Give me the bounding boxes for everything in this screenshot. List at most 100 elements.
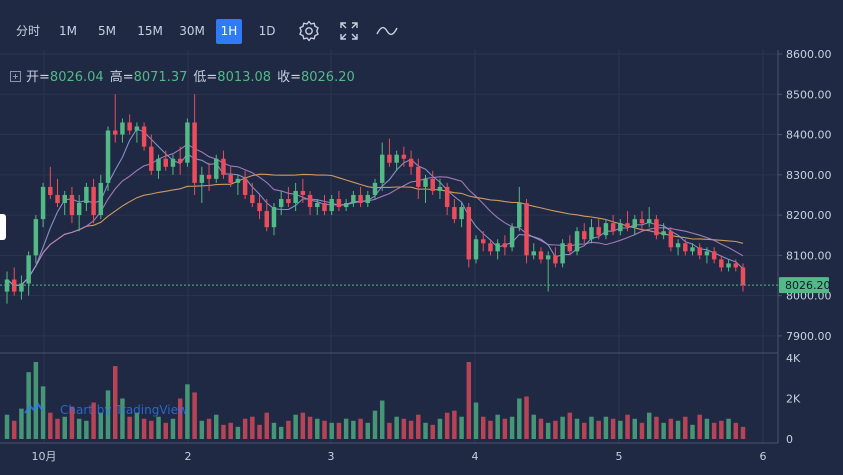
volume-bar xyxy=(567,412,573,439)
volume-bar xyxy=(120,398,125,439)
candle-body xyxy=(509,227,515,248)
candle-body xyxy=(365,194,371,204)
time-tick-label: 4 xyxy=(472,450,479,463)
volume-bar xyxy=(618,420,623,439)
volume-bar xyxy=(553,420,558,439)
candle-body xyxy=(545,255,551,260)
candle-body xyxy=(473,239,479,260)
volume-bar xyxy=(257,424,262,439)
interval-15m-button[interactable]: 15M xyxy=(137,24,163,38)
price-tick-label: 8100.00 xyxy=(786,249,832,262)
volume-bar xyxy=(300,412,306,439)
volume-bar xyxy=(437,418,443,439)
candle-body xyxy=(163,158,168,167)
candle-body xyxy=(726,263,731,268)
candle-body xyxy=(668,231,674,248)
open-label: 开 xyxy=(26,70,40,85)
volume-bar xyxy=(91,402,96,439)
candle-body xyxy=(26,255,31,284)
candle-body xyxy=(329,198,334,212)
candle-body xyxy=(271,207,277,228)
candle-body xyxy=(141,126,147,147)
volume-bar xyxy=(278,426,284,439)
candle-body xyxy=(300,190,306,195)
volume-bar xyxy=(423,422,428,439)
candle-body xyxy=(264,211,270,228)
candle-body xyxy=(661,231,666,236)
volume-bar xyxy=(603,416,609,439)
candle-body xyxy=(690,247,695,252)
volume-bar xyxy=(394,416,399,439)
interval-1m-button[interactable]: 1M xyxy=(59,24,77,38)
candle-body xyxy=(394,154,399,163)
candle-body xyxy=(401,154,407,159)
candle-body xyxy=(379,154,385,183)
candle-body xyxy=(84,186,89,204)
candle-body xyxy=(603,223,609,236)
volume-bar xyxy=(538,418,544,439)
candle-body xyxy=(343,203,349,208)
ma-short-line xyxy=(6,128,744,287)
time-tick-label: 3 xyxy=(328,450,335,463)
candle-body xyxy=(33,219,39,256)
fullscreen-icon[interactable] xyxy=(337,19,361,43)
candle-body xyxy=(149,146,154,171)
volume-bar xyxy=(351,420,356,439)
gear-icon[interactable] xyxy=(297,19,321,43)
volume-bar xyxy=(286,420,291,439)
volume-bar xyxy=(105,390,111,439)
volume-bar xyxy=(40,386,46,439)
time-tick-label: 6 xyxy=(760,450,767,463)
candle-body xyxy=(430,178,435,191)
price-tick-label: 8600.00 xyxy=(786,48,832,61)
interval-30m-button[interactable]: 30M xyxy=(179,24,205,38)
ohlc-legend: 开=8026.04 高=8071.37 低=8013.08 收=8026.20 xyxy=(10,66,361,85)
candle-body xyxy=(55,194,60,204)
interval-5m-button[interactable]: 5M xyxy=(98,24,116,38)
candle-body xyxy=(683,243,688,252)
candle-body xyxy=(553,255,558,264)
candle-body xyxy=(315,203,320,208)
candle-body xyxy=(372,182,378,195)
volume-bar xyxy=(596,420,601,439)
interval-1h-button[interactable]: 1H xyxy=(216,19,242,44)
volume-bar xyxy=(69,406,75,439)
volume-bar xyxy=(495,414,500,439)
volume-tick-label: 0 xyxy=(786,433,793,446)
volume-bar xyxy=(531,414,536,439)
candle-body xyxy=(286,198,291,204)
low-label: 低 xyxy=(193,70,207,85)
candle-body xyxy=(4,279,10,292)
high-label: 高 xyxy=(109,70,123,85)
volume-bar xyxy=(322,420,327,439)
chart-toolbar: 分时 1M 5M 15M 30M 1H 1D xyxy=(0,0,843,58)
candle-body xyxy=(560,243,565,264)
candle-body xyxy=(740,267,746,286)
volume-bar xyxy=(704,418,710,439)
indicator-wave-icon[interactable] xyxy=(375,19,399,43)
volume-bar xyxy=(654,416,659,439)
price-tick-label: 8200.00 xyxy=(786,209,832,222)
candle-body xyxy=(719,259,724,268)
volume-bar xyxy=(683,416,688,439)
interval-fenshi-button[interactable]: 分时 xyxy=(15,24,40,38)
legend-toggle-icon[interactable] xyxy=(10,71,21,82)
volume-bar xyxy=(733,422,739,439)
candle-body xyxy=(488,243,493,252)
volume-bar xyxy=(668,418,674,439)
volume-bar xyxy=(726,418,731,439)
candle-body xyxy=(134,126,140,131)
price-tick-label: 8400.00 xyxy=(786,129,832,142)
volume-bar xyxy=(11,420,17,439)
tradingview-watermark[interactable]: Chart by TradingView xyxy=(60,403,188,417)
volume-bar xyxy=(430,424,435,439)
candle-body xyxy=(459,207,464,220)
volume-bar xyxy=(697,414,702,439)
candle-body xyxy=(639,219,645,224)
interval-1d-button[interactable]: 1D xyxy=(258,24,276,38)
volume-bar xyxy=(98,412,104,439)
side-panel-handle[interactable] xyxy=(0,214,6,240)
volume-bar xyxy=(134,412,140,439)
volume-bar xyxy=(264,412,270,439)
